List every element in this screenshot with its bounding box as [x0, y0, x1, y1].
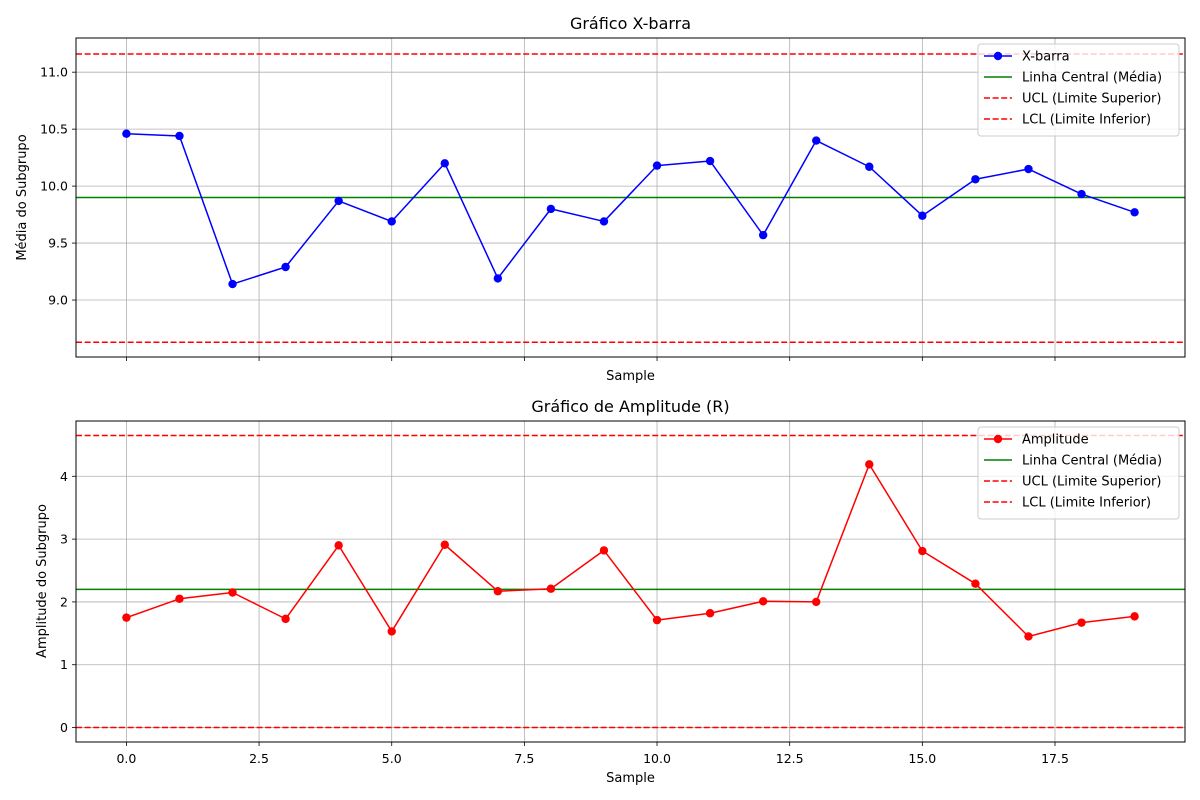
legend-marker	[993, 51, 1003, 61]
x-tick-label: 2.5	[249, 751, 269, 766]
data-point	[122, 129, 131, 138]
legend-label: Linha Central (Média)	[1022, 454, 1162, 469]
x-tick-label: 15.0	[908, 751, 936, 766]
data-point	[493, 274, 503, 283]
chart-title: Gráfico de Amplitude (R)	[531, 397, 729, 416]
xbar-chart: Gráfico X-barra Sample Média do Subgrupo…	[15, 14, 1186, 384]
data-point	[1077, 618, 1086, 627]
data-point	[812, 136, 821, 145]
data-point	[546, 204, 556, 214]
data-point	[175, 131, 184, 141]
amplitude-series-line	[126, 463, 1135, 638]
legend-marker	[993, 434, 1003, 444]
plot-frame	[75, 420, 1186, 743]
data-point	[281, 614, 290, 624]
chart-title: Gráfico X-barra	[570, 14, 691, 33]
x-tick-label: 12.5	[776, 751, 804, 766]
legend: Amplitude Linha Central (Média) UCL (Limit…	[977, 426, 1180, 520]
legend-label: UCL (Limite Superior)	[1022, 92, 1161, 107]
data-point	[228, 279, 237, 289]
data-point	[175, 594, 184, 603]
data-point	[599, 217, 609, 226]
data-point	[387, 627, 396, 636]
data-point	[334, 541, 343, 550]
y-tick-label: 9.0	[48, 293, 68, 308]
legend-label: LCL (Limite Inferior)	[1022, 113, 1151, 128]
y-tick-label: 3	[60, 532, 68, 547]
y-tick-label: 1	[60, 657, 68, 672]
data-point	[546, 584, 556, 593]
x-tick-label: 0.0	[116, 751, 136, 766]
series-layer	[122, 460, 1139, 641]
x-tick-label: 10.0	[643, 751, 671, 766]
y-tick-label: 2	[60, 594, 68, 609]
data-point	[1024, 632, 1033, 641]
data-point	[228, 588, 237, 597]
legend-box	[977, 426, 1180, 520]
y-axis-label: Média do Subgrupo	[15, 134, 30, 260]
legend-box	[977, 43, 1180, 137]
x-barra-series-line	[126, 132, 1135, 285]
legend-label: Linha Central (Média)	[1022, 71, 1162, 86]
data-point	[705, 156, 715, 166]
legend-label: LCL (Limite Inferior)	[1022, 496, 1151, 511]
y-tick-label: 11.0	[40, 65, 68, 80]
data-point	[918, 546, 927, 556]
ticks: 9.0 9.5 10.0 10.5 11.0	[40, 65, 1056, 361]
data-point	[758, 230, 768, 240]
x-axis-label: Sample	[606, 771, 655, 786]
data-point	[1130, 208, 1139, 217]
data-point	[440, 540, 449, 549]
data-point	[918, 211, 927, 220]
data-point	[1130, 612, 1139, 621]
data-point	[652, 161, 662, 170]
data-point	[440, 159, 449, 168]
data-point	[812, 597, 821, 607]
y-tick-label: 9.5	[48, 236, 68, 251]
data-point	[334, 196, 343, 206]
series-layer	[122, 129, 1139, 289]
y-tick-label: 10.5	[40, 122, 68, 137]
legend-label: X-barra	[1022, 50, 1070, 65]
y-tick-label: 0	[60, 720, 68, 735]
data-point	[599, 546, 609, 555]
y-tick-label: 4	[60, 469, 68, 484]
data-point	[387, 217, 396, 226]
ticks: 0.0 2.5 5.0 7.5 10.0 12.5 15.0 17.5 0 1 2 3 4	[60, 469, 1069, 766]
data-point	[971, 175, 980, 184]
data-point	[865, 460, 874, 469]
plot-frame	[75, 37, 1186, 358]
data-point	[971, 579, 980, 588]
x-tick-label: 17.5	[1041, 751, 1069, 766]
data-point	[122, 613, 131, 622]
data-point	[493, 587, 503, 596]
data-point	[652, 615, 662, 625]
x-tick-label: 7.5	[514, 751, 534, 766]
data-point	[281, 262, 290, 272]
data-point	[1024, 164, 1033, 174]
y-axis-label: Amplitude do Subgrupo	[35, 504, 50, 658]
legend-label: Amplitude	[1022, 433, 1089, 448]
data-point	[758, 597, 768, 606]
x-axis-label: Sample	[606, 369, 655, 384]
range-chart: Gráfico de Amplitude (R) Sample Amplitud…	[35, 397, 1186, 786]
x-tick-label: 5.0	[382, 751, 402, 766]
legend: X-barra Linha Central (Média) UCL (Limite …	[977, 43, 1180, 137]
data-point	[865, 162, 874, 171]
data-point	[1077, 189, 1086, 199]
data-point	[705, 609, 715, 618]
y-tick-label: 10.0	[40, 179, 68, 194]
legend-label: UCL (Limite Superior)	[1022, 475, 1161, 490]
